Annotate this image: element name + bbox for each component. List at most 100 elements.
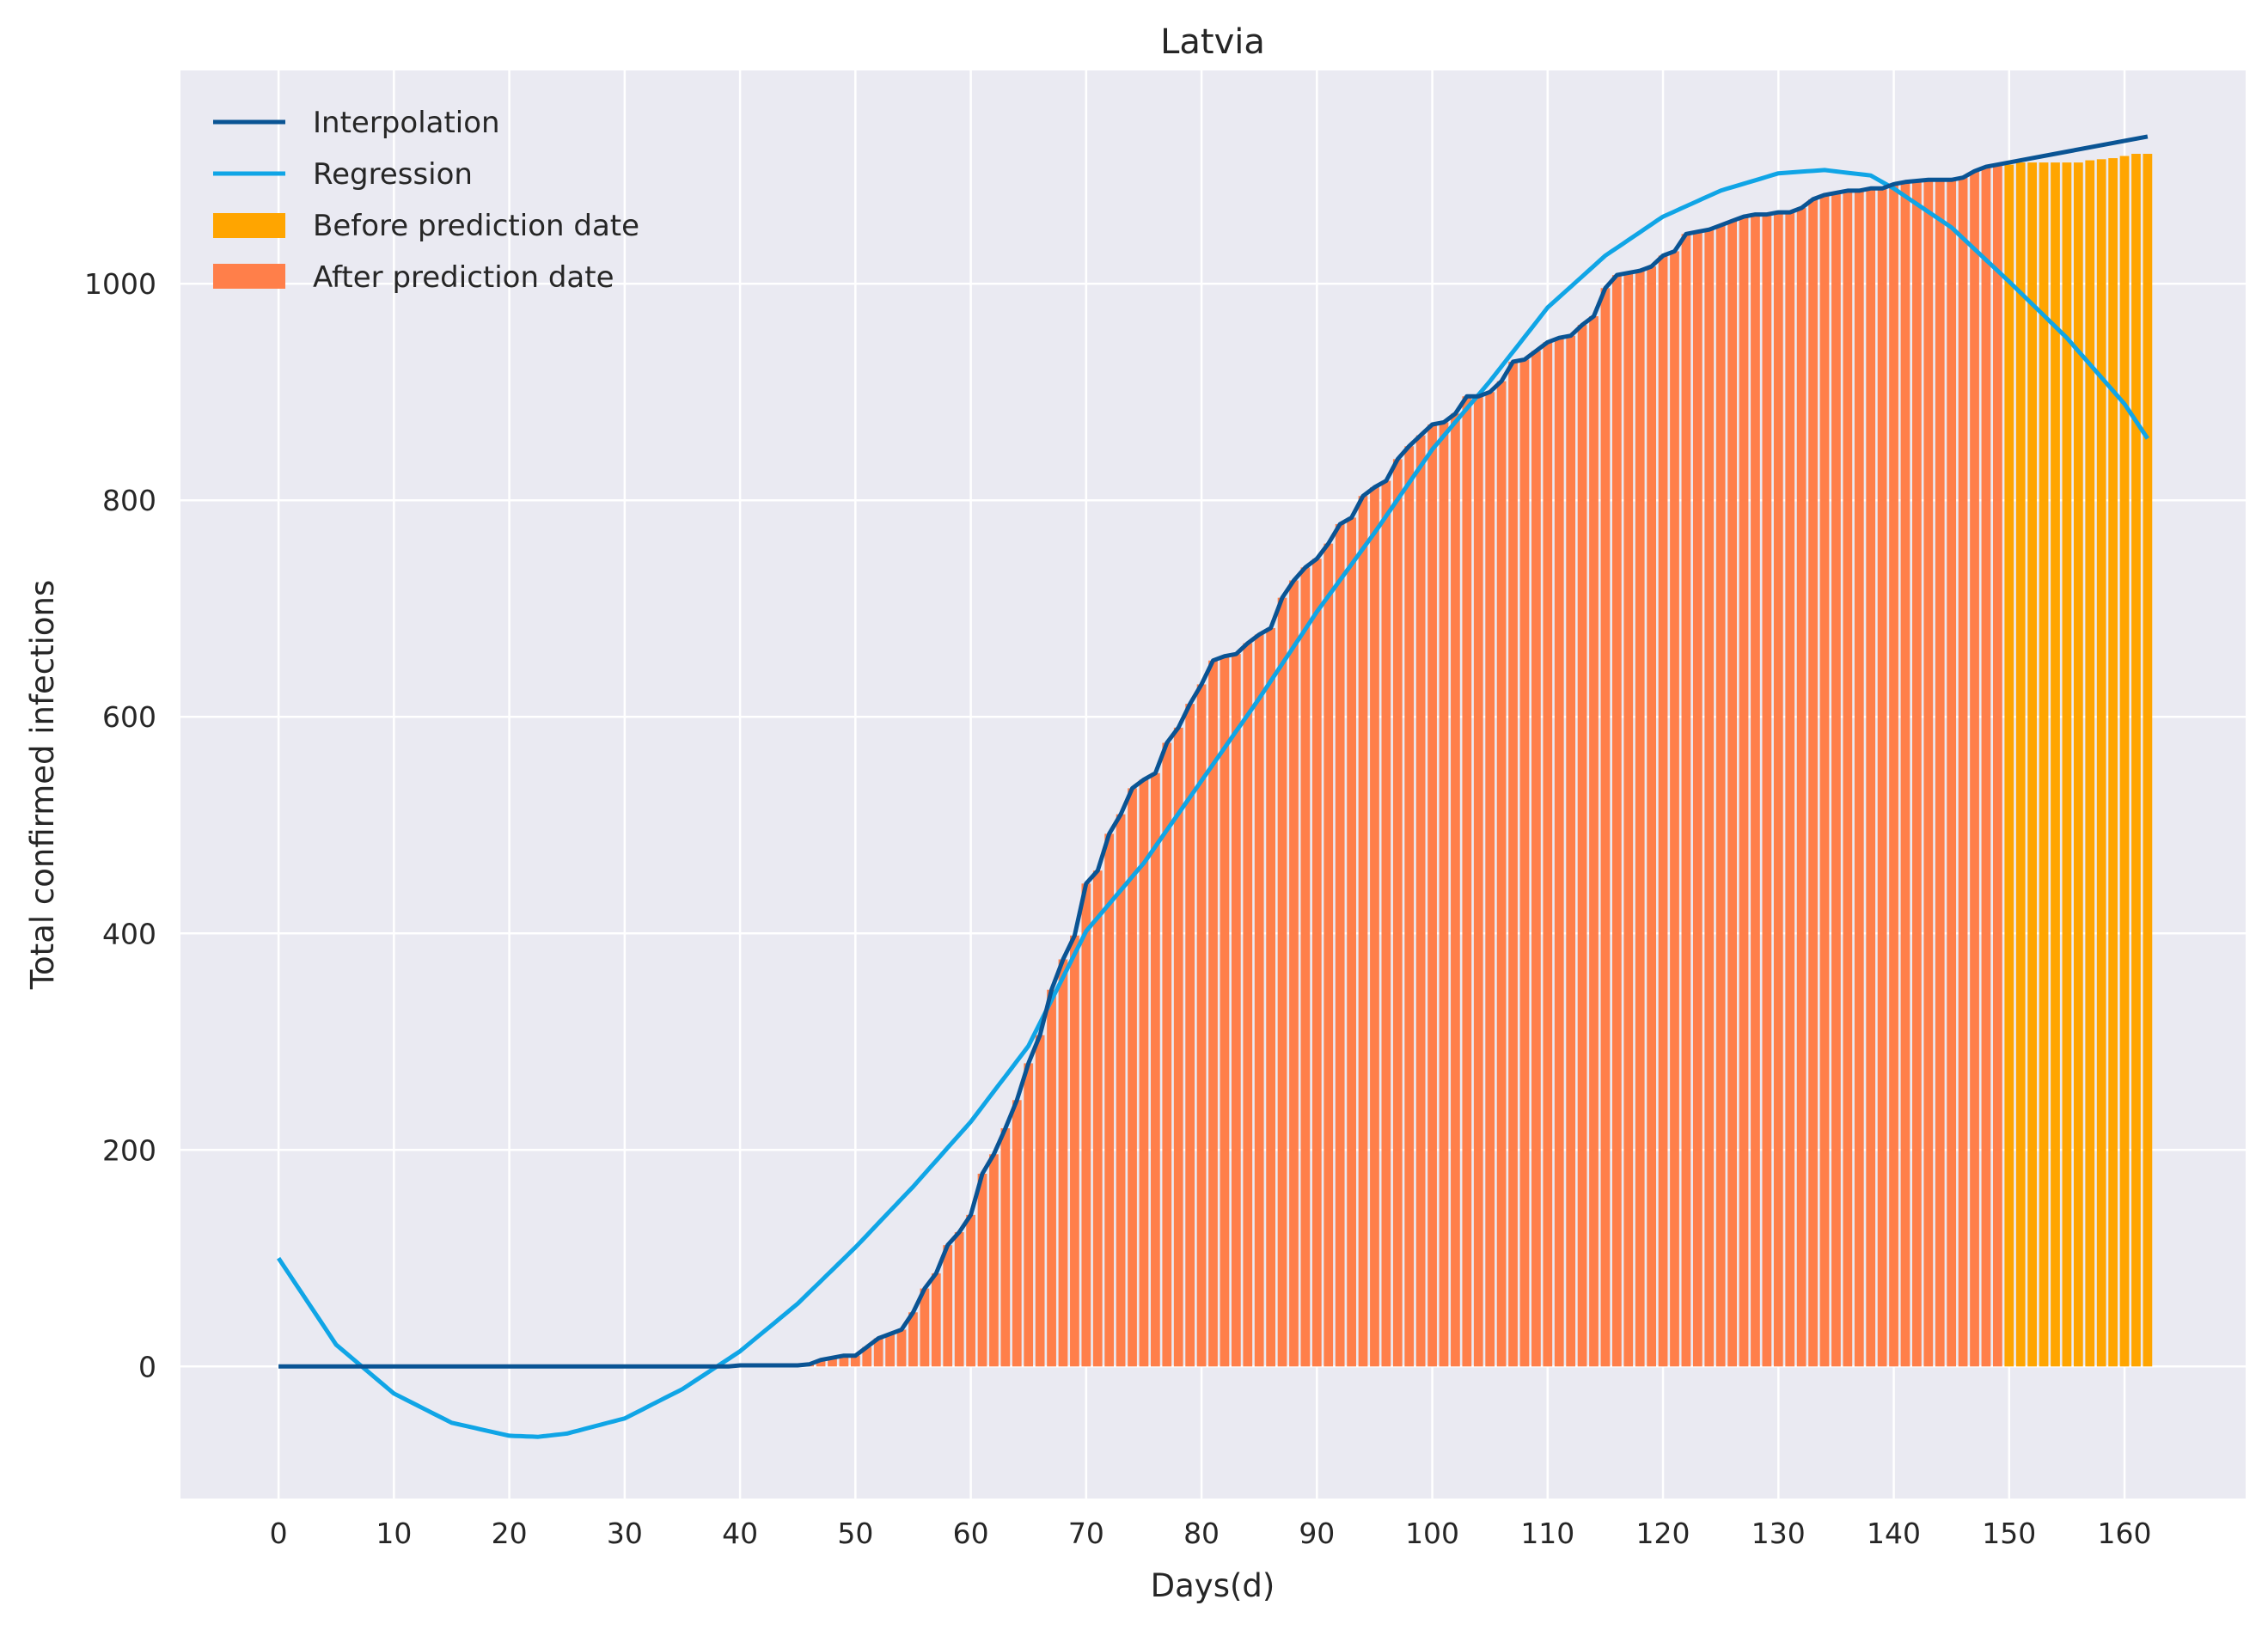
- x-tick-label: 10: [376, 1517, 412, 1550]
- bar-after-prediction: [1796, 208, 1806, 1367]
- regression-line: [277, 168, 2149, 1439]
- y-axis-ticks: 0 200 400 600 800 1000: [84, 267, 156, 1383]
- y-tick-label: 1000: [84, 267, 156, 301]
- bar-before-prediction: [2062, 162, 2072, 1367]
- y-tick-label: 0: [138, 1350, 156, 1383]
- bar-after-prediction: [1243, 643, 1253, 1367]
- bar-after-prediction: [1681, 234, 1691, 1367]
- x-axis-ticks: 0 10 20 30 40 50 60 70 80 90 100 110 120 130 140 150 160: [270, 1517, 2152, 1550]
- bar-after-prediction: [1981, 167, 1991, 1367]
- bar-after-prediction: [1370, 487, 1379, 1367]
- bar-after-prediction: [1993, 164, 2002, 1367]
- bar-after-prediction: [1324, 543, 1334, 1367]
- bar-after-prediction: [1058, 959, 1068, 1367]
- bar-after-prediction: [1024, 1063, 1034, 1367]
- x-tick-label: 120: [1636, 1517, 1690, 1550]
- bar-after-prediction: [1220, 656, 1230, 1367]
- bar-after-prediction: [1889, 184, 1898, 1367]
- y-tick-label: 600: [102, 700, 156, 734]
- x-tick-label: 80: [1183, 1517, 1220, 1550]
- bar-after-prediction: [1347, 517, 1356, 1367]
- bar-before-prediction: [2015, 162, 2026, 1367]
- bar-after-prediction: [1623, 272, 1634, 1367]
- bar-after-prediction: [1300, 567, 1311, 1367]
- x-tick-label: 90: [1299, 1517, 1335, 1550]
- bar-after-prediction: [1519, 359, 1530, 1367]
- bar-after-prediction: [1496, 381, 1507, 1367]
- bar-after-prediction: [1843, 190, 1853, 1367]
- bar-after-prediction: [1970, 171, 1979, 1367]
- bar-after-prediction: [1762, 214, 1772, 1367]
- bar-after-prediction: [1819, 194, 1830, 1367]
- bar-after-prediction: [1727, 221, 1737, 1367]
- x-tick-label: 40: [722, 1517, 758, 1550]
- bar-after-prediction: [943, 1245, 953, 1367]
- chart-title: Latvia: [1160, 22, 1265, 62]
- x-tick-label: 20: [492, 1517, 528, 1550]
- bar-after-prediction: [1358, 496, 1368, 1367]
- bar-after-prediction: [1266, 627, 1275, 1367]
- bar-after-prediction: [1635, 271, 1645, 1367]
- x-tick-label: 70: [1068, 1517, 1104, 1550]
- bar-after-prediction: [1128, 788, 1137, 1367]
- y-tick-label: 200: [102, 1133, 156, 1167]
- bar-after-prediction: [989, 1154, 999, 1367]
- bar-after-prediction: [1151, 772, 1160, 1367]
- bar-after-prediction: [1277, 597, 1287, 1367]
- bar-after-prediction: [839, 1355, 849, 1367]
- bar-after-prediction: [1311, 559, 1322, 1367]
- x-tick-label: 100: [1405, 1517, 1459, 1550]
- bar-after-prediction: [873, 1338, 883, 1367]
- bar-after-prediction: [1900, 181, 1910, 1367]
- legend-label-interpolation: Interpolation: [313, 106, 500, 140]
- bar-after-prediction: [1139, 779, 1149, 1367]
- bar-after-prediction: [1611, 275, 1622, 1367]
- bar-after-prediction: [1208, 660, 1218, 1367]
- bar-after-prediction: [1473, 396, 1483, 1367]
- bar-after-prediction: [1462, 396, 1472, 1367]
- bar-after-prediction: [828, 1358, 837, 1367]
- bar-after-prediction: [850, 1355, 860, 1367]
- y-axis-label: Total confirmed infections: [24, 580, 61, 991]
- bar-after-prediction: [977, 1173, 987, 1367]
- bar-after-prediction: [1577, 325, 1587, 1367]
- x-tick-label: 130: [1751, 1517, 1806, 1550]
- bar-after-prediction: [1715, 225, 1726, 1367]
- legend-label-regression: Regression: [313, 157, 473, 192]
- bar-after-prediction: [1035, 1035, 1045, 1367]
- bar-after-prediction: [1092, 870, 1103, 1367]
- bar-after-prediction: [1785, 212, 1795, 1367]
- bar-after-prediction: [1427, 424, 1437, 1367]
- bar-after-prediction: [1404, 446, 1415, 1367]
- bar-before-prediction: [2027, 162, 2038, 1367]
- x-axis-label: Days(d): [1151, 1567, 1275, 1604]
- bar-after-prediction: [1831, 192, 1841, 1367]
- bar-after-prediction: [1000, 1128, 1011, 1367]
- bar-after-prediction: [1647, 266, 1657, 1367]
- bar-after-prediction: [1415, 435, 1426, 1367]
- bar-after-prediction: [1808, 198, 1818, 1367]
- bar-after-prediction: [1923, 180, 1934, 1367]
- bar-after-prediction: [1751, 214, 1760, 1367]
- bar-after-prediction: [1566, 335, 1576, 1367]
- legend-swatch-after-prediction: [213, 264, 285, 289]
- series-lines: [277, 134, 2149, 1439]
- bar-after-prediction: [1392, 459, 1403, 1367]
- bar-after-prediction: [1739, 217, 1749, 1367]
- interpolation-line: [278, 134, 2149, 1369]
- bar-after-prediction: [1531, 351, 1541, 1367]
- x-tick-label: 150: [1982, 1517, 2036, 1550]
- bar-after-prediction: [1866, 188, 1876, 1367]
- bar-after-prediction: [954, 1232, 964, 1367]
- bars: [735, 154, 2153, 1367]
- bar-after-prediction: [1692, 231, 1703, 1367]
- bar-after-prediction: [1289, 580, 1299, 1367]
- bar-before-prediction: [2051, 162, 2060, 1367]
- legend-label-before-prediction: Before prediction date: [313, 209, 639, 243]
- y-tick-label: 400: [102, 917, 156, 950]
- bar-before-prediction: [2108, 158, 2118, 1367]
- bar-after-prediction: [885, 1334, 895, 1367]
- bar-after-prediction: [1589, 316, 1599, 1367]
- bar-after-prediction: [966, 1214, 975, 1367]
